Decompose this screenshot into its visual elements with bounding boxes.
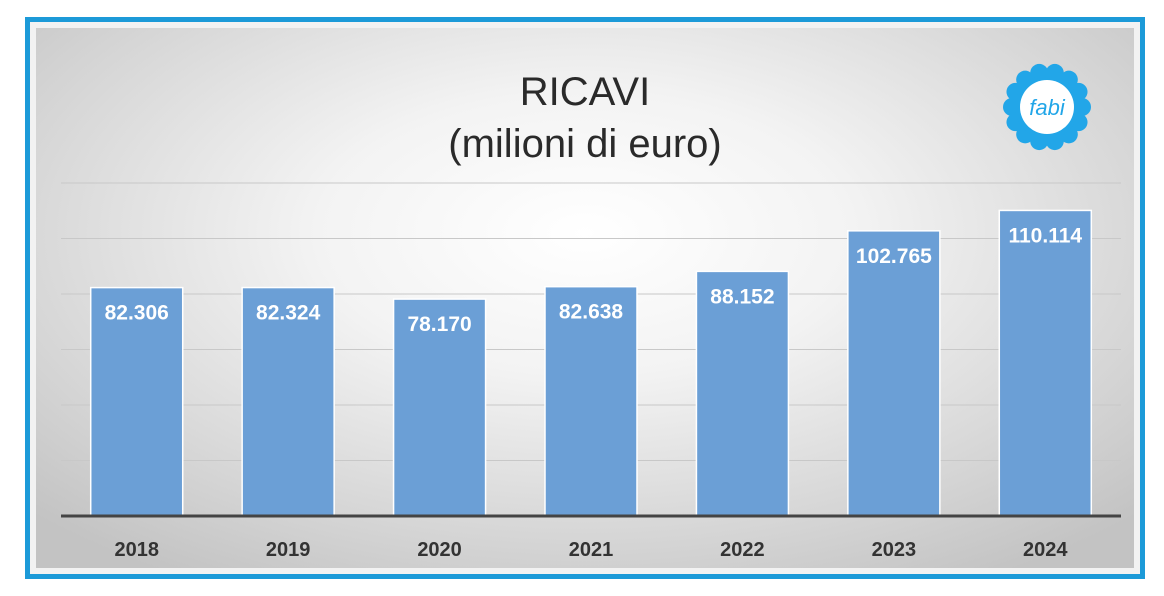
bar-2020 [392, 298, 487, 517]
x-tick-label: 2019 [266, 539, 311, 561]
logo-text: fabi [1029, 95, 1066, 120]
data-label: 88.152 [710, 285, 774, 308]
data-label: 82.638 [559, 301, 624, 324]
data-label: 110.114 [1008, 224, 1082, 247]
x-tick-label: 2021 [569, 539, 614, 561]
chart-title-line2: (milioni di euro) [448, 122, 722, 166]
data-label: 102.765 [856, 245, 932, 268]
bars [89, 209, 1093, 517]
x-tick-label: 2023 [872, 539, 917, 561]
bar-2021 [544, 285, 638, 517]
x-tick-label: 2024 [1023, 539, 1068, 561]
bar-chart: 2018 2019 2020 2021 2022 2023 2024 82.306 82.32… [61, 182, 1121, 561]
x-tick-label: 2020 [417, 539, 462, 561]
x-tick-label: 2018 [114, 539, 159, 561]
chart-title-line1: RICAVI [519, 70, 651, 114]
x-tick-label: 2022 [720, 539, 765, 561]
bar-2024 [998, 209, 1093, 517]
bar-2022 [695, 270, 790, 517]
x-axis: 2018 2019 2020 2021 2022 2023 2024 [61, 514, 1121, 561]
chart-frame: RICAVI (milioni di euro) fabi 2018 2019 20… [25, 17, 1145, 579]
bar-2023 [847, 230, 941, 517]
data-labels: 82.306 82.324 78.170 82.638 88.152 102.765 110… [105, 224, 1083, 336]
data-label: 78.170 [407, 313, 471, 336]
data-label: 82.324 [256, 302, 321, 325]
chart-title: RICAVI (milioni di euro) [36, 66, 1134, 170]
chart-background: RICAVI (milioni di euro) fabi 2018 2019 20… [36, 28, 1134, 568]
bar-2018 [89, 286, 184, 517]
fabi-logo: fabi [1003, 63, 1091, 151]
data-label: 82.306 [105, 302, 169, 325]
bar-2019 [241, 286, 335, 517]
logo-center [1020, 80, 1074, 134]
